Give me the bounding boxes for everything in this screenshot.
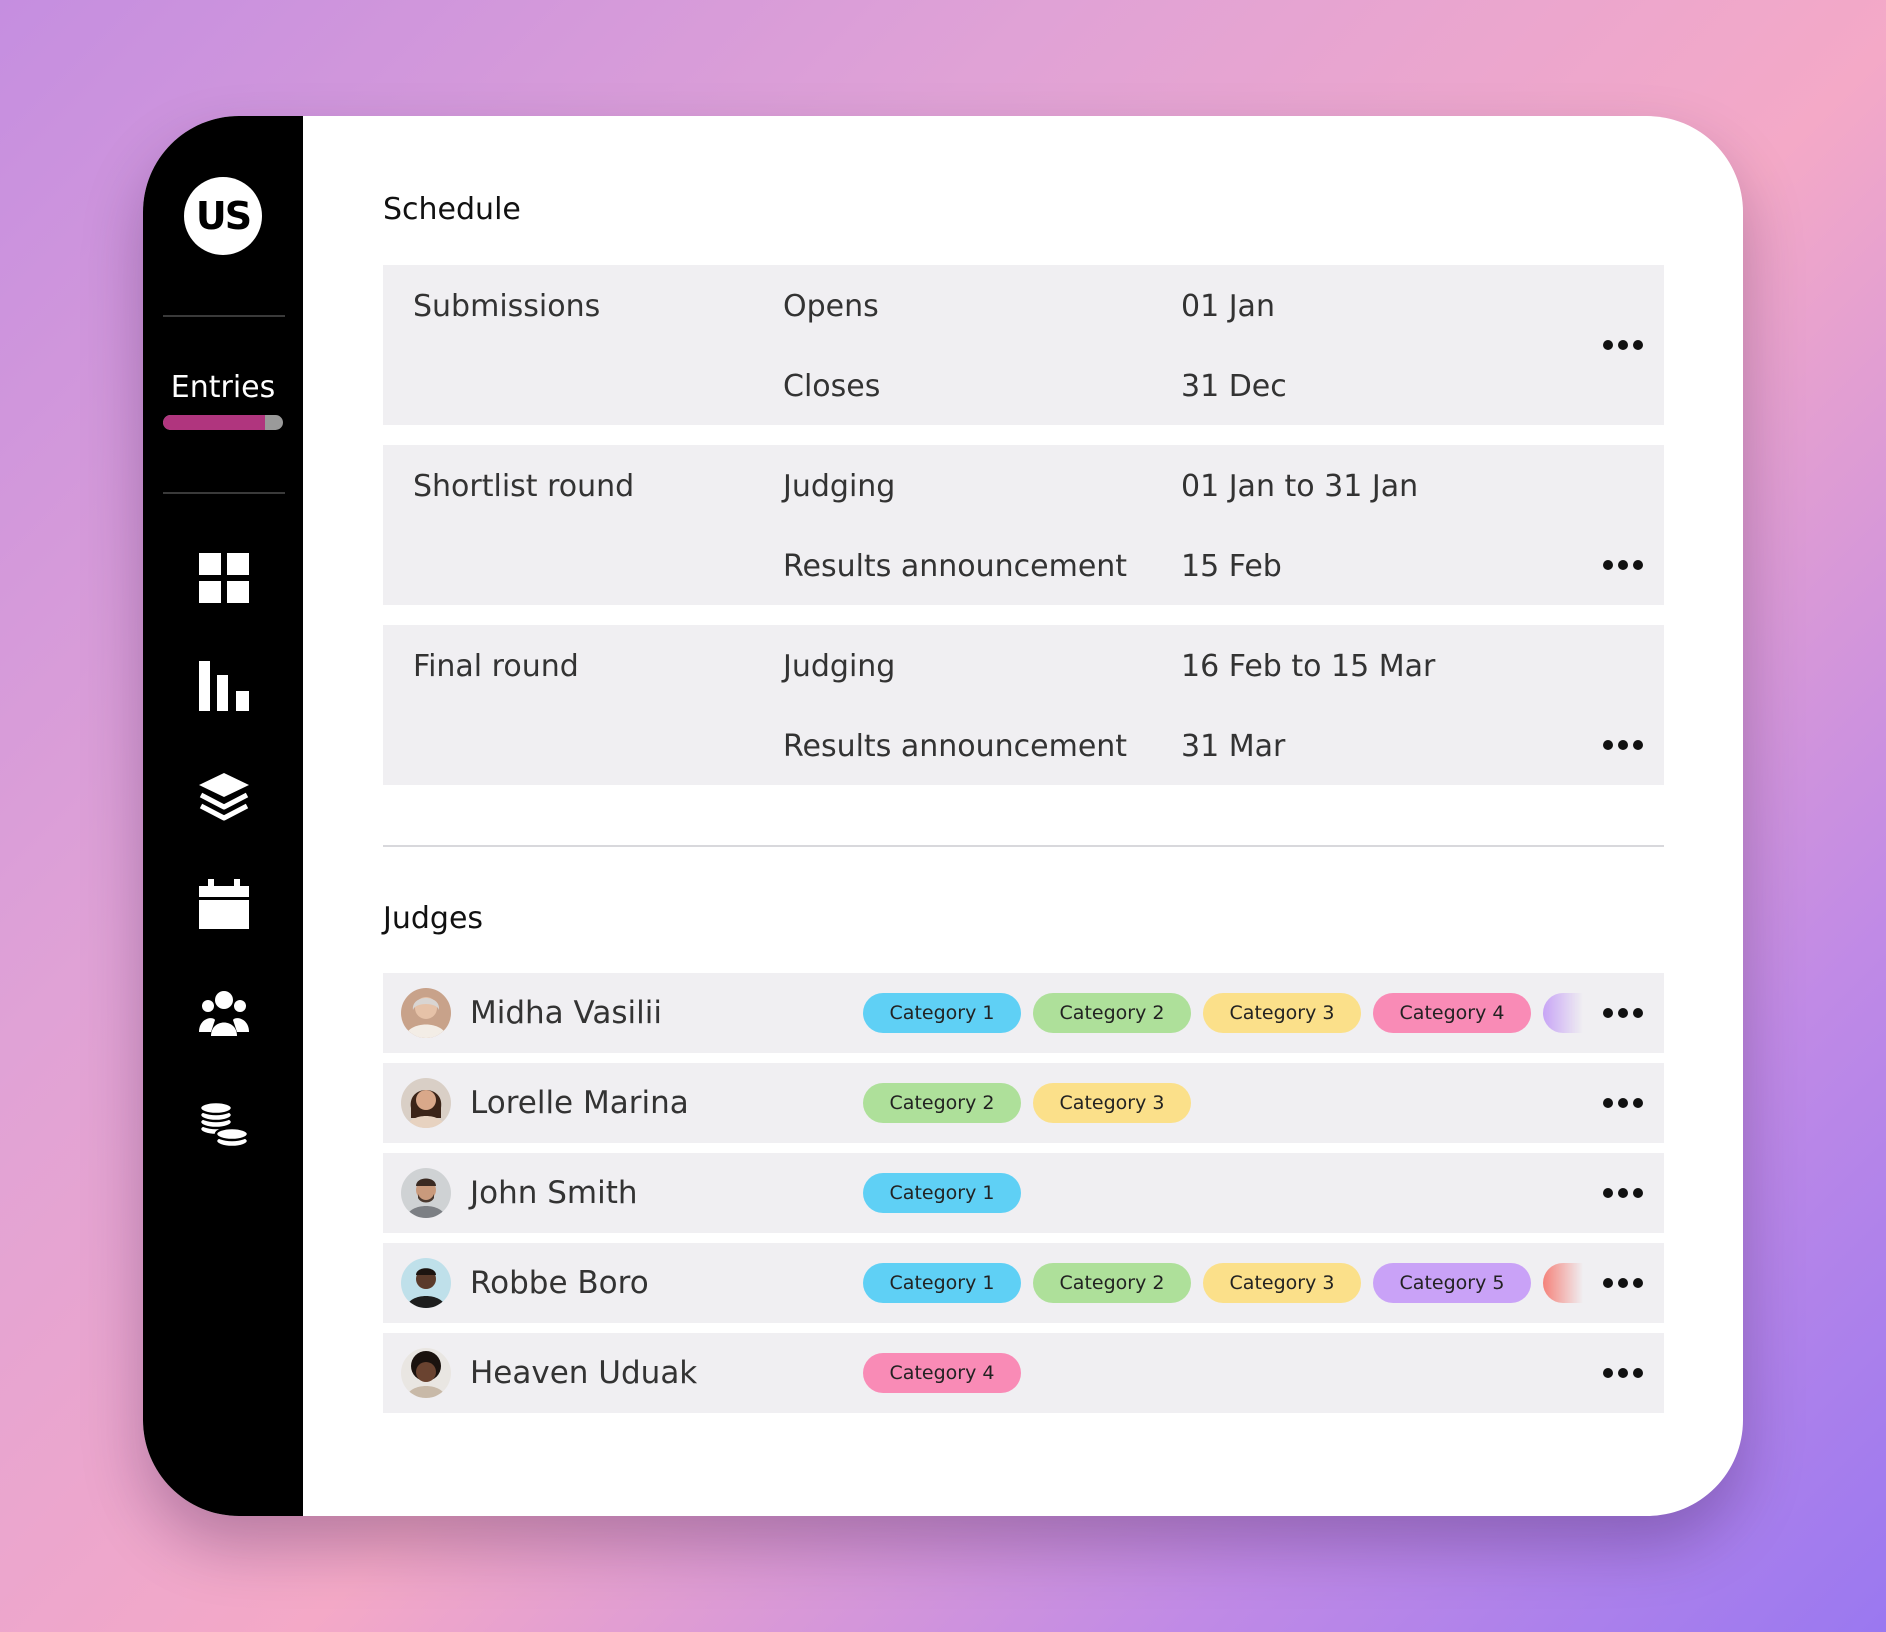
entries-progress-fill <box>163 415 265 430</box>
schedule-block: Shortlist round Judging 01 Jan to 31 Jan… <box>383 445 1664 605</box>
category-chip[interactable]: Category 2 <box>1033 1263 1191 1303</box>
category-chip[interactable]: Category 3 <box>1203 1263 1361 1303</box>
schedule-row-label: Results announcement <box>783 729 1128 764</box>
coins-icon[interactable] <box>198 1097 250 1149</box>
judge-name: Heaven Uduak <box>470 1355 698 1391</box>
layers-icon[interactable] <box>198 770 250 822</box>
more-options-icon[interactable] <box>1602 1187 1644 1199</box>
avatar <box>401 1078 451 1128</box>
avatar <box>401 1168 451 1218</box>
more-options-icon[interactable] <box>1602 739 1644 751</box>
judge-name: Midha Vasilii <box>470 995 662 1031</box>
category-chip[interactable]: Category 5 <box>1373 1263 1531 1303</box>
nav-entries-label[interactable]: Entries <box>170 370 276 405</box>
category-chip[interactable]: Category 4 <box>863 1353 1021 1393</box>
judge-name: Lorelle Marina <box>470 1085 689 1121</box>
sidebar-divider <box>163 492 285 494</box>
more-options-icon[interactable] <box>1602 339 1644 351</box>
sidebar-divider <box>163 315 285 317</box>
schedule-row-label: Results announcement <box>783 549 1128 584</box>
schedule-row-label: Opens <box>783 289 879 324</box>
schedule-row-label: Judging <box>783 469 896 504</box>
schedule-row-value: 16 Feb to 15 Mar <box>1181 649 1436 684</box>
schedule-row-value: 01 Jan <box>1181 289 1275 324</box>
bar-chart-icon[interactable] <box>198 660 250 712</box>
category-chip[interactable]: Category 3 <box>1203 993 1361 1033</box>
logo[interactable]: US <box>184 177 262 255</box>
entries-progress-bar <box>163 415 283 430</box>
schedule-row-label: Judging <box>783 649 896 684</box>
judge-name: Robbe Boro <box>470 1265 649 1301</box>
main-content: Schedule Submissions Opens 01 Jan Closes… <box>303 116 1743 1516</box>
judge-row[interactable]: Midha Vasilii Category 1 Category 2 Cate… <box>383 973 1664 1053</box>
category-chip-overflow[interactable] <box>1543 1263 1583 1303</box>
category-chips: Category 1 Category 2 Category 3 Categor… <box>863 993 1583 1033</box>
grid-icon[interactable] <box>198 552 250 604</box>
more-options-icon[interactable] <box>1602 1007 1644 1019</box>
category-chip-overflow[interactable] <box>1543 993 1583 1033</box>
app-window: US Entries <box>143 116 1743 1516</box>
sidebar: US Entries <box>143 116 303 1516</box>
category-chip[interactable]: Category 4 <box>1373 993 1531 1033</box>
more-options-icon[interactable] <box>1602 559 1644 571</box>
schedule-row-value: 15 Feb <box>1181 549 1282 584</box>
schedule-block: Submissions Opens 01 Jan Closes 31 Dec <box>383 265 1664 425</box>
more-options-icon[interactable] <box>1602 1277 1644 1289</box>
avatar <box>401 1258 451 1308</box>
judge-name: John Smith <box>470 1175 638 1211</box>
category-chip[interactable]: Category 1 <box>863 1173 1021 1213</box>
schedule-block-name: Submissions <box>413 289 601 324</box>
schedule-title: Schedule <box>383 192 521 227</box>
more-options-icon[interactable] <box>1602 1367 1644 1379</box>
judge-row[interactable]: Robbe Boro Category 1 Category 2 Categor… <box>383 1243 1664 1323</box>
users-icon[interactable] <box>198 987 250 1039</box>
category-chips: Category 2 Category 3 <box>863 1083 1583 1123</box>
judges-title: Judges <box>383 901 484 936</box>
calendar-icon[interactable] <box>198 878 250 930</box>
category-chip[interactable]: Category 2 <box>863 1083 1021 1123</box>
avatar <box>401 1348 451 1398</box>
schedule-block-name: Final round <box>413 649 579 684</box>
category-chips: Category 4 <box>863 1353 1583 1393</box>
schedule-block: Final round Judging 16 Feb to 15 Mar Res… <box>383 625 1664 785</box>
schedule-row-value: 01 Jan to 31 Jan <box>1181 469 1419 504</box>
judge-row[interactable]: Heaven Uduak Category 4 <box>383 1333 1664 1413</box>
category-chip[interactable]: Category 1 <box>863 1263 1021 1303</box>
schedule-row-label: Closes <box>783 369 881 404</box>
avatar <box>401 988 451 1038</box>
judge-row[interactable]: John Smith Category 1 <box>383 1153 1664 1233</box>
judge-row[interactable]: Lorelle Marina Category 2 Category 3 <box>383 1063 1664 1143</box>
more-options-icon[interactable] <box>1602 1097 1644 1109</box>
schedule-row-value: 31 Dec <box>1181 369 1287 404</box>
schedule-row-value: 31 Mar <box>1181 729 1286 764</box>
category-chips: Category 1 <box>863 1173 1583 1213</box>
category-chips: Category 1 Category 2 Category 3 Categor… <box>863 1263 1583 1303</box>
category-chip[interactable]: Category 2 <box>1033 993 1191 1033</box>
section-divider <box>383 845 1664 847</box>
category-chip[interactable]: Category 1 <box>863 993 1021 1033</box>
schedule-block-name: Shortlist round <box>413 469 635 504</box>
category-chip[interactable]: Category 3 <box>1033 1083 1191 1123</box>
